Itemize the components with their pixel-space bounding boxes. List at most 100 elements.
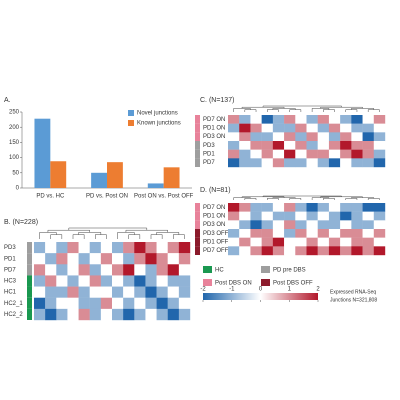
heatmap-cell: [340, 132, 352, 142]
heatmap-cell: [272, 123, 285, 133]
heatmap-cell: [272, 141, 285, 150]
heatmap-cell: [250, 115, 262, 124]
heatmap-cell: [167, 286, 180, 298]
heatmap-cell: [67, 308, 79, 321]
dendrogram: [156, 232, 180, 235]
heatmap-cell: [250, 141, 262, 150]
heatmap-cell: [272, 115, 285, 124]
heatmap-cell: [78, 297, 90, 310]
heatmap-cell: [228, 211, 240, 221]
heatmap-cell: [340, 237, 352, 247]
heatmap-cell: [228, 237, 240, 247]
heatmap-cell: [295, 229, 307, 238]
bar: [91, 172, 107, 188]
legend-swatch: [203, 279, 212, 286]
heatmap-cell: [112, 275, 124, 287]
heatmap-cell: [373, 237, 386, 247]
heatmap-cell: [340, 149, 352, 159]
row-label: PD3 ON: [203, 222, 225, 228]
heatmap-cell: [156, 286, 168, 298]
heatmap-cell: [178, 275, 191, 287]
heatmap-cell: [112, 264, 124, 276]
heatmap-cell: [134, 297, 146, 310]
colorbar-label: 1: [288, 287, 292, 293]
heatmap-cell: [239, 237, 251, 247]
heatmap-cell: [167, 242, 180, 254]
heatmap-cell: [156, 308, 168, 321]
heatmap-cell: [328, 123, 341, 133]
heatmap-cell: [373, 115, 386, 124]
heatmap-cell: [156, 264, 168, 276]
colorbar-label: -1: [229, 287, 235, 293]
heatmap-cell: [100, 297, 113, 310]
heatmap-cell: [340, 246, 352, 256]
heatmap-cell: [123, 297, 135, 310]
row-label: PD7: [4, 267, 16, 273]
heatmap-cell: [284, 141, 296, 150]
heatmap-cell: [250, 158, 262, 168]
heatmap-cell: [362, 158, 374, 168]
dendrogram: [39, 232, 57, 239]
heatmap-cell: [123, 253, 135, 265]
heatmap-cell: [317, 132, 330, 142]
heatmap-cell: [295, 220, 307, 230]
heatmap-cell: [328, 158, 341, 168]
heatmap-cell: [295, 141, 307, 150]
dendrogram: [311, 197, 330, 200]
heatmap-cell: [100, 275, 113, 287]
heatmap-cell: [123, 308, 135, 321]
heatmap-cell: [34, 286, 46, 298]
heatmap-cell: [373, 132, 386, 142]
heatmap-cell: [261, 246, 274, 256]
dendrogram: [289, 109, 302, 112]
panel-title: C. (N=137): [200, 97, 234, 104]
bar: [107, 162, 123, 188]
heatmap-cell: [340, 220, 352, 230]
heatmap-cell: [250, 203, 262, 212]
heatmap-cell: [134, 275, 146, 287]
heatmap-cell: [34, 264, 46, 276]
heatmap-cell: [67, 275, 79, 287]
dendrogram: [125, 229, 168, 233]
heatmap-cell: [306, 211, 318, 221]
heatmap-cell: [134, 286, 146, 298]
y-tick-label: 0: [16, 186, 20, 192]
heatmap-cell: [134, 264, 146, 276]
heatmap-cell: [228, 203, 240, 212]
heatmap-cell: [295, 158, 307, 168]
heatmap-cell: [56, 253, 68, 265]
heatmap-cell: [56, 297, 68, 310]
heatmap-cell: [373, 211, 386, 221]
heatmap-cell: [317, 229, 330, 238]
dendrogram: [78, 232, 102, 235]
heatmap-cell: [228, 246, 240, 256]
heatmap-cell: [272, 211, 285, 221]
heatmap-cell: [123, 242, 135, 254]
heatmap-cell: [284, 203, 296, 212]
heatmap-cell: [295, 211, 307, 221]
x-tick-label: PD vs. Post ON: [86, 194, 128, 200]
heatmap-cell: [306, 237, 318, 247]
heatmap-cell: [317, 203, 330, 212]
heatmap-cell: [362, 132, 374, 142]
row-label: HC3: [4, 279, 17, 285]
row-label: PD3: [4, 245, 16, 251]
heatmap-cell: [34, 242, 46, 254]
heatmap-cell: [89, 308, 102, 321]
heatmap-cell: [317, 149, 330, 159]
heatmap-cell: [351, 220, 363, 230]
note: Junctions N=321,808: [330, 297, 377, 303]
legend-label: Known junctions: [137, 121, 181, 127]
row-label: PD3 OFF: [203, 231, 229, 237]
heatmap-cell: [112, 286, 124, 298]
heatmap-cell: [89, 253, 102, 265]
heatmap-cell: [362, 123, 374, 133]
heatmap-cell: [351, 149, 363, 159]
heatmap-cell: [317, 246, 330, 256]
heatmap-cell: [340, 229, 352, 238]
heatmap-cell: [34, 308, 46, 321]
row-group-bar: [195, 123, 200, 133]
dendrogram: [72, 234, 85, 239]
bar: [163, 167, 180, 188]
heatmap-cell: [351, 237, 363, 247]
